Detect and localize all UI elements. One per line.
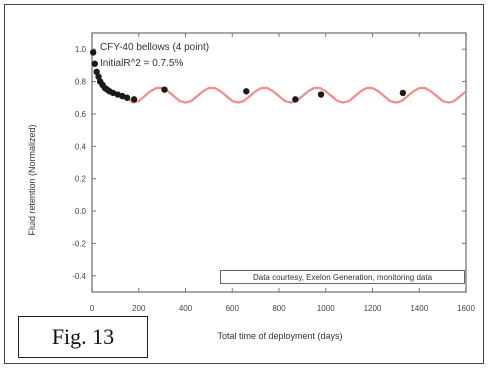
chart-legend: Data courtesy, Exelon Generation, monito… xyxy=(220,270,465,284)
data-point xyxy=(93,68,100,76)
data-point xyxy=(399,89,407,97)
x-tick-label: 400 xyxy=(179,304,193,313)
data-point xyxy=(317,91,325,98)
x-axis-label: Total time of deployment (days) xyxy=(217,331,343,341)
data-point xyxy=(161,86,168,93)
y-tick-label: 0.2 xyxy=(75,175,87,184)
x-tick-label: 1600 xyxy=(457,304,475,313)
data-point xyxy=(243,88,250,95)
data-point xyxy=(292,96,299,103)
x-tick-label: 200 xyxy=(132,304,146,313)
y-tick-label: 0.0 xyxy=(75,207,87,216)
y-tick-label: 0.4 xyxy=(75,142,87,151)
x-tick-label: 600 xyxy=(226,304,240,313)
y-tick-label: -0.4 xyxy=(72,272,86,281)
annotation-line-1: CFY-40 bellows (4 point) xyxy=(100,42,210,53)
data-point xyxy=(130,96,138,103)
data-point xyxy=(89,49,97,56)
data-point xyxy=(123,94,131,101)
x-tick-label: 1200 xyxy=(364,304,382,313)
x-tick-label: 800 xyxy=(272,304,286,313)
figure-label: Fig. 13 xyxy=(18,316,148,358)
chart-annotation: CFY-40 bellows (4 point) InitialR^2 = 0.… xyxy=(100,40,209,72)
x-tick-label: 0 xyxy=(90,304,95,313)
y-tick-label: -0.2 xyxy=(72,239,86,248)
plot-area xyxy=(91,32,467,293)
data-point xyxy=(95,73,102,80)
x-tick-label: 1400 xyxy=(410,304,428,313)
data-point xyxy=(91,60,99,67)
annotation-line-2: InitialR^2 = 0.7.5% xyxy=(100,58,184,69)
legend-text: Data courtesy, Exelon Generation, monito… xyxy=(252,272,433,282)
x-tick-label: 1000 xyxy=(317,304,335,313)
y-tick-label: 0.8 xyxy=(75,78,87,87)
y-axis-label: Fluid retention (Normalized) xyxy=(27,124,37,236)
y-tick-label: 0.6 xyxy=(75,110,87,119)
y-tick-label: 1.0 xyxy=(75,45,87,54)
